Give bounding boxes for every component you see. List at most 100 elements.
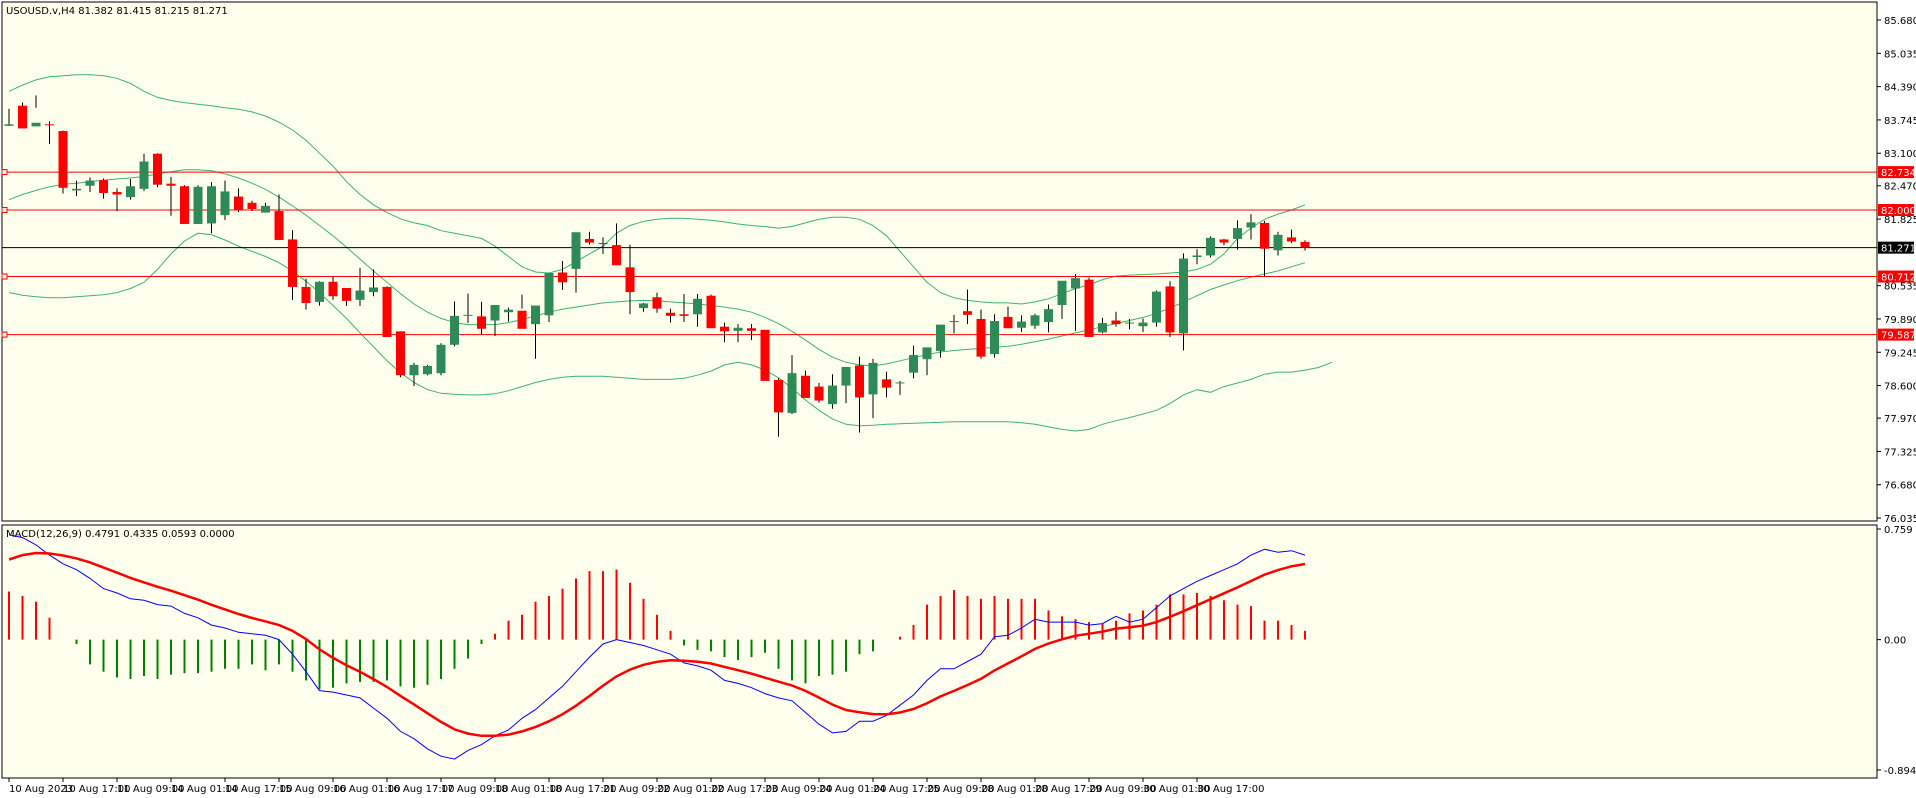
time-tick-label: 25 Aug 09:00 <box>927 784 994 795</box>
time-tick-label: 17 Aug 09:00 <box>441 784 508 795</box>
candle <box>126 179 135 200</box>
level-price-tag <box>1878 166 1914 179</box>
candle-body <box>409 364 419 376</box>
candle-body <box>882 379 891 388</box>
candle <box>18 102 27 129</box>
level-anchor-handle[interactable] <box>1 169 8 176</box>
candle <box>463 293 473 324</box>
time-tick-label: 21 Aug 09:00 <box>603 784 670 795</box>
candle <box>315 281 324 306</box>
candlesticks <box>4 95 1310 437</box>
candle <box>382 286 392 338</box>
candle <box>1165 281 1175 338</box>
candle <box>1219 238 1229 246</box>
candle <box>450 301 459 347</box>
level-anchor-handle[interactable] <box>1 207 8 214</box>
candle-body <box>1084 279 1094 338</box>
macd-axis: 0.759 0.00 -0.8945 <box>1877 525 1916 777</box>
macd-main-line <box>8 534 1306 760</box>
candle-body <box>490 305 500 321</box>
candle <box>99 178 108 199</box>
candle-body <box>1192 255 1202 257</box>
candle <box>1003 306 1013 329</box>
candle-body <box>1219 239 1229 243</box>
candle <box>774 378 783 437</box>
candle-body <box>909 355 918 373</box>
candle <box>4 108 14 126</box>
candle-body <box>166 183 176 186</box>
candle <box>868 358 878 419</box>
candle <box>1260 220 1269 277</box>
candle-body <box>855 365 864 398</box>
time-tick-label: 28 Aug 17:00 <box>1035 784 1102 795</box>
candle <box>801 370 810 398</box>
candle-body <box>1098 323 1107 333</box>
candle-body <box>868 362 878 395</box>
candle <box>301 278 311 310</box>
candle <box>288 230 297 300</box>
level-price-tag <box>1878 270 1914 283</box>
level-anchor-handle[interactable] <box>1 331 8 338</box>
time-tick-label: 10 Aug 17:00 <box>63 784 130 795</box>
candle-body <box>1044 309 1053 323</box>
candle <box>247 200 257 212</box>
candle-body <box>1287 237 1296 242</box>
candle <box>477 301 486 335</box>
candle-body <box>112 191 122 195</box>
candle-body <box>895 382 905 384</box>
candle <box>963 289 972 325</box>
candle-body <box>1273 234 1283 251</box>
macd-pane[interactable]: 0.759 0.00 -0.8945 MACD(12,26,9) 0.4791 0.… <box>1 524 1916 779</box>
price-tick-label: 79.890 <box>1884 315 1916 326</box>
candle-body <box>990 321 999 355</box>
candle <box>166 176 176 216</box>
macd-pane-frame <box>1 524 1878 779</box>
level-price-label: 80.712 <box>1881 273 1916 284</box>
candle <box>207 182 216 234</box>
candle-body <box>247 202 257 209</box>
candle-body <box>531 305 540 325</box>
time-tick-label: 14 Aug 17:00 <box>225 784 292 795</box>
macd-tick-label: 0.00 <box>1884 636 1906 647</box>
candle <box>355 267 365 307</box>
candle <box>261 202 270 213</box>
candle <box>666 308 675 323</box>
price-tick-label: 76.680 <box>1884 481 1916 492</box>
candle <box>936 324 945 358</box>
candle-body <box>976 318 986 357</box>
candle <box>747 324 756 341</box>
level-anchor-handle[interactable] <box>1 273 8 280</box>
candle <box>693 294 702 327</box>
candle <box>787 355 797 414</box>
time-tick-label: 10 Aug 2023 <box>9 784 73 795</box>
candle-body <box>652 297 662 309</box>
candle-body <box>504 309 513 313</box>
candle-body <box>679 314 689 316</box>
candle-body <box>1017 321 1026 328</box>
candle-body <box>450 315 459 345</box>
candle-body <box>625 267 635 293</box>
candle <box>882 371 891 398</box>
candle <box>139 153 149 191</box>
candle-body <box>774 379 783 413</box>
candle-body <box>31 122 41 127</box>
price-tick-label: 83.745 <box>1884 116 1916 127</box>
macd-lines <box>8 534 1306 760</box>
candle-body <box>1003 316 1013 329</box>
candle-body <box>45 124 54 126</box>
candle <box>396 331 405 378</box>
candle-body <box>193 186 203 224</box>
horizontal-levels[interactable]: 82.734 82.000 80.712 79.587 81.271 <box>1 166 1916 342</box>
candle <box>639 302 648 312</box>
candle-body <box>814 386 824 401</box>
candle-body <box>828 385 837 405</box>
candle <box>841 366 851 404</box>
candle-body <box>1260 222 1269 249</box>
macd-pane-title: MACD(12,26,9) 0.4791 0.4335 0.0593 0.000… <box>6 529 235 540</box>
candle-body <box>1206 237 1215 256</box>
candle-body <box>126 186 135 198</box>
